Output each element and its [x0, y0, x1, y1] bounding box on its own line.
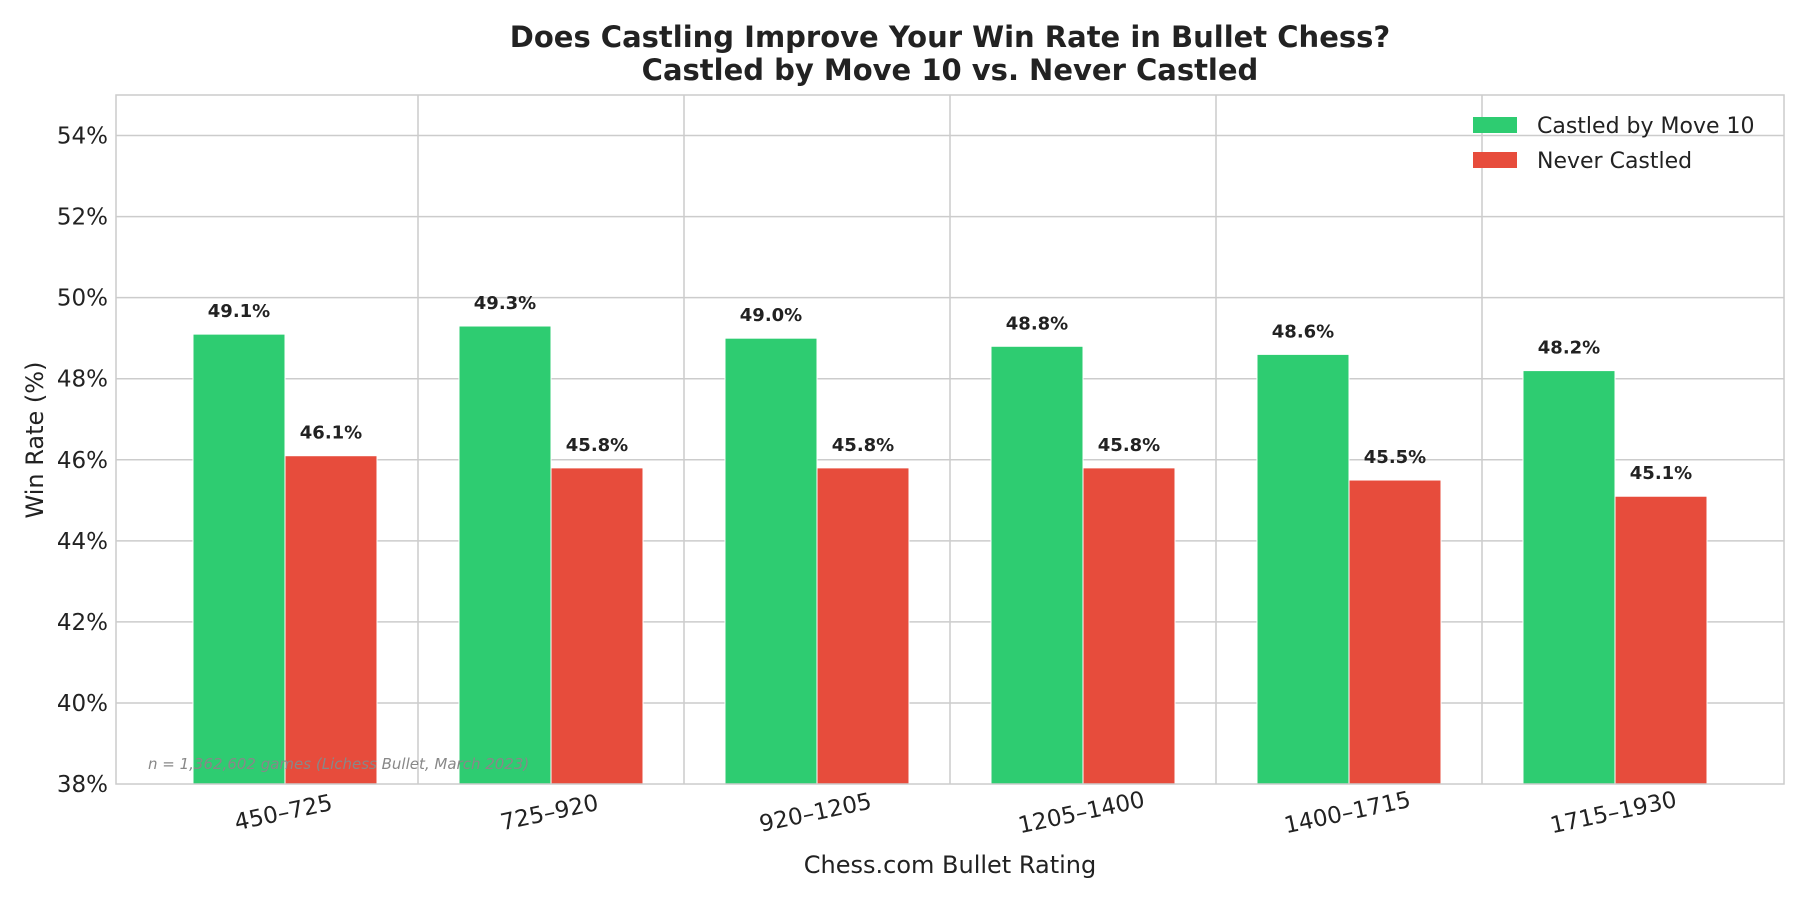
y-tick-label: 52%: [57, 205, 108, 231]
x-tick-label: 450–725: [232, 790, 335, 836]
y-axis-ticks: 38% 40% 42% 44% 46% 48% 50% 52% 54%: [57, 124, 108, 798]
sample-size-note: n = 1,362,602 games (Lichess Bullet, Mar…: [148, 755, 529, 773]
y-tick-label: 46%: [57, 448, 108, 474]
x-axis-ticks: 450–725 725–920 920–1205 1205–1400 1400–1715…: [232, 787, 1679, 839]
bar-value-labels: 49.1% 49.3% 49.0% 48.8% 48.6% 48.2% 46.1% 45.8%…: [208, 293, 1692, 484]
legend-swatch-never-castled: [1473, 152, 1517, 168]
y-tick-label: 54%: [57, 124, 108, 150]
bar-never-castled: [284, 455, 378, 785]
bar-never-castled: [550, 467, 644, 785]
bars: [192, 325, 1708, 785]
bar-value-label: 45.1%: [1630, 463, 1692, 484]
bar-never-castled: [816, 467, 910, 785]
x-tick-label: 1400–1715: [1282, 787, 1413, 839]
plot-frame: [115, 94, 1785, 785]
y-tick-label: 50%: [57, 286, 108, 312]
legend-label-never-castled: Never Castled: [1537, 149, 1692, 174]
bar-value-label: 49.1%: [208, 301, 270, 322]
y-tick-label: 40%: [57, 691, 108, 717]
bar-value-label: 48.2%: [1538, 338, 1600, 359]
bar-value-label: 48.6%: [1272, 321, 1334, 342]
y-tick-label: 38%: [57, 772, 108, 798]
chart-subtitle: Castled by Move 10 vs. Never Castled: [642, 53, 1259, 87]
bar-value-label: 45.5%: [1364, 447, 1426, 468]
chart-title: Does Castling Improve Your Win Rate in B…: [510, 20, 1390, 54]
bar-value-label: 49.3%: [474, 293, 536, 314]
bar-value-label: 48.8%: [1006, 313, 1068, 334]
bar-value-label: 45.8%: [1098, 435, 1160, 456]
bar-value-label: 45.8%: [832, 435, 894, 456]
y-axis-label: Win Rate (%): [21, 362, 49, 519]
bar-castled: [1256, 353, 1350, 785]
legend-label-castled: Castled by Move 10: [1537, 114, 1755, 139]
x-tick-label: 1205–1400: [1016, 787, 1147, 839]
bar-castled: [990, 345, 1084, 785]
bar-value-label: 49.0%: [740, 305, 802, 326]
gridlines: [116, 95, 1784, 784]
y-tick-label: 42%: [57, 610, 108, 636]
x-tick-label: 920–1205: [757, 789, 874, 838]
bar-never-castled: [1348, 479, 1442, 785]
bar-never-castled: [1614, 495, 1708, 785]
bar-value-label: 45.8%: [566, 435, 628, 456]
bar-never-castled: [1082, 467, 1176, 785]
x-tick-label: 1715–1930: [1548, 787, 1679, 839]
legend: Castled by Move 10 Never Castled: [1473, 114, 1755, 174]
bar-castled: [724, 337, 818, 785]
y-tick-label: 44%: [57, 529, 108, 555]
x-axis-label: Chess.com Bullet Rating: [804, 851, 1096, 879]
legend-swatch-castled: [1473, 117, 1517, 133]
x-tick-label: 725–920: [498, 790, 601, 836]
y-tick-label: 48%: [57, 367, 108, 393]
bar-castled: [192, 333, 286, 785]
bar-value-label: 46.1%: [300, 423, 362, 444]
bar-castled: [1522, 370, 1616, 785]
bar-castled: [458, 325, 552, 785]
